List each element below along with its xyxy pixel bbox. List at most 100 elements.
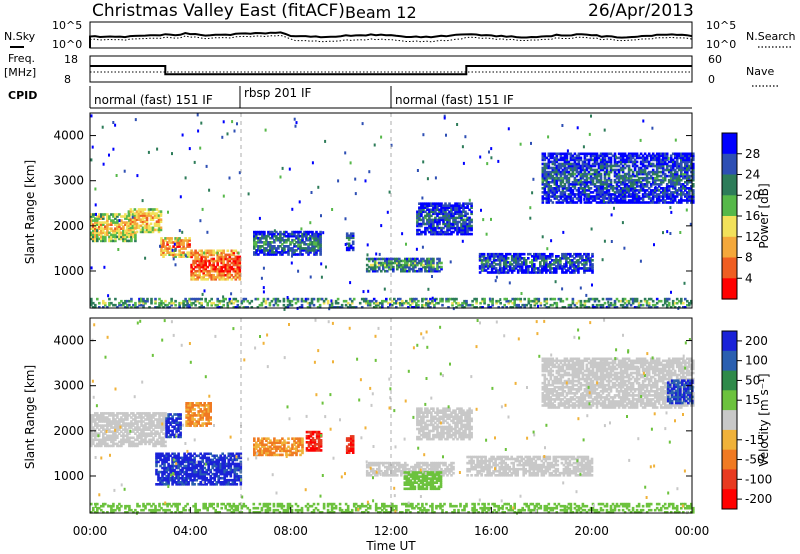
power-echo-cell	[543, 152, 547, 156]
power-echo-cell	[669, 183, 673, 186]
power-speckle	[362, 290, 365, 294]
power-echo-cell	[174, 239, 177, 242]
power-echo-cell	[573, 152, 577, 156]
power-echo-cell	[200, 251, 203, 255]
power-echo-cell	[300, 306, 304, 309]
power-echo-cell	[688, 158, 691, 162]
power-echo-cell	[271, 230, 274, 234]
power-echo-cell	[271, 245, 274, 248]
power-echo-cell	[673, 199, 677, 202]
power-echo-cell	[426, 263, 429, 267]
power-echo-cell	[502, 267, 506, 270]
power-echo-cell	[625, 195, 629, 198]
power-echo-cell	[484, 259, 488, 262]
power-echo-cell	[635, 170, 639, 174]
power-speckle	[228, 176, 231, 180]
power-echo-cell	[162, 241, 165, 244]
velocity-echo-cell	[98, 440, 101, 444]
power-echo-cell	[577, 195, 581, 198]
power-echo-cell	[498, 257, 502, 260]
power-echo-cell	[386, 261, 389, 265]
power-echo-cell	[365, 267, 369, 271]
power-echo-cell	[585, 164, 589, 168]
power-echo-cell	[557, 162, 561, 166]
power-ytick-label: 1000	[53, 264, 84, 278]
power-echo-cell	[543, 166, 547, 170]
power-echo-cell	[384, 269, 387, 273]
power-echo-cell	[665, 164, 669, 168]
power-echo-cell	[457, 301, 460, 305]
power-echo-cell	[561, 265, 564, 268]
power-echo-cell	[420, 204, 423, 207]
power-echo-cell	[688, 199, 691, 202]
power-echo-cell	[537, 267, 540, 270]
power-echo-cell	[204, 297, 207, 301]
power-echo-cell	[424, 214, 427, 218]
power-echo-cell	[631, 195, 635, 198]
power-echo-cell	[178, 249, 181, 252]
power-echo-cell	[518, 267, 522, 270]
power-echo-cell	[557, 152, 561, 156]
power-echo-cell	[577, 259, 580, 262]
power-echo-cell	[603, 183, 607, 186]
power-echo-cell	[147, 210, 151, 213]
power-echo-cell	[587, 176, 591, 180]
power-echo-cell	[425, 301, 428, 305]
power-echo-cell	[133, 224, 137, 228]
power-echo-cell	[543, 156, 547, 160]
power-echo-cell	[494, 263, 498, 266]
power-echo-cell	[129, 226, 133, 230]
power-echo-cell	[569, 255, 572, 258]
power-echo-cell	[391, 299, 394, 303]
power-echo-cell	[200, 301, 203, 305]
power-echo-cell	[649, 176, 653, 180]
power-echo-cell	[539, 252, 542, 256]
power-echo-cell	[151, 218, 155, 221]
power-echo-cell	[541, 154, 545, 158]
power-echo-cell	[585, 267, 588, 270]
power-echo-cell	[680, 152, 683, 156]
power-echo-cell	[418, 214, 421, 218]
power-echo-cell	[522, 259, 526, 262]
power-echo-cell	[234, 257, 238, 261]
power-echo-cell	[539, 265, 542, 268]
power-echo-cell	[373, 267, 377, 271]
power-echo-cell	[663, 187, 667, 190]
power-echo-cell	[427, 303, 430, 307]
power-echo-cell	[432, 206, 435, 209]
power-echo-cell	[114, 221, 117, 224]
power-echo-cell	[587, 306, 591, 309]
power-echo-cell	[149, 228, 153, 232]
power-echo-cell	[208, 249, 211, 253]
power-echo-cell	[198, 306, 201, 309]
power-echo-cell	[583, 154, 587, 158]
power-echo-cell	[416, 218, 419, 222]
power-echo-cell	[686, 180, 689, 184]
power-echo-cell	[605, 197, 609, 200]
power-echo-cell	[446, 214, 449, 218]
power-echo-cell	[601, 164, 605, 168]
power-echo-cell	[512, 259, 516, 262]
power-echo-cell	[92, 215, 95, 218]
power-echo-cell	[591, 195, 595, 198]
power-echo-cell	[446, 230, 449, 234]
power-echo-cell	[591, 154, 595, 158]
power-speckle	[588, 259, 591, 263]
velocity-echo-cell	[92, 438, 95, 442]
power-echo-cell	[557, 255, 560, 258]
power-echo-cell	[430, 265, 433, 269]
power-echo-cell	[124, 233, 127, 237]
power-echo-cell	[561, 152, 565, 156]
power-echo-cell	[547, 195, 551, 198]
power-echo-cell	[259, 245, 262, 248]
power-echo-cell	[220, 267, 223, 271]
power-echo-cell	[539, 257, 542, 260]
power-echo-cell	[647, 301, 651, 305]
power-echo-cell	[226, 249, 230, 253]
power-echo-cell	[285, 238, 288, 242]
power-echo-cell	[615, 191, 619, 194]
power-echo-cell	[164, 237, 167, 240]
power-echo-cell	[623, 195, 627, 198]
power-echo-cell	[667, 301, 671, 305]
power-echo-cell	[267, 230, 270, 234]
